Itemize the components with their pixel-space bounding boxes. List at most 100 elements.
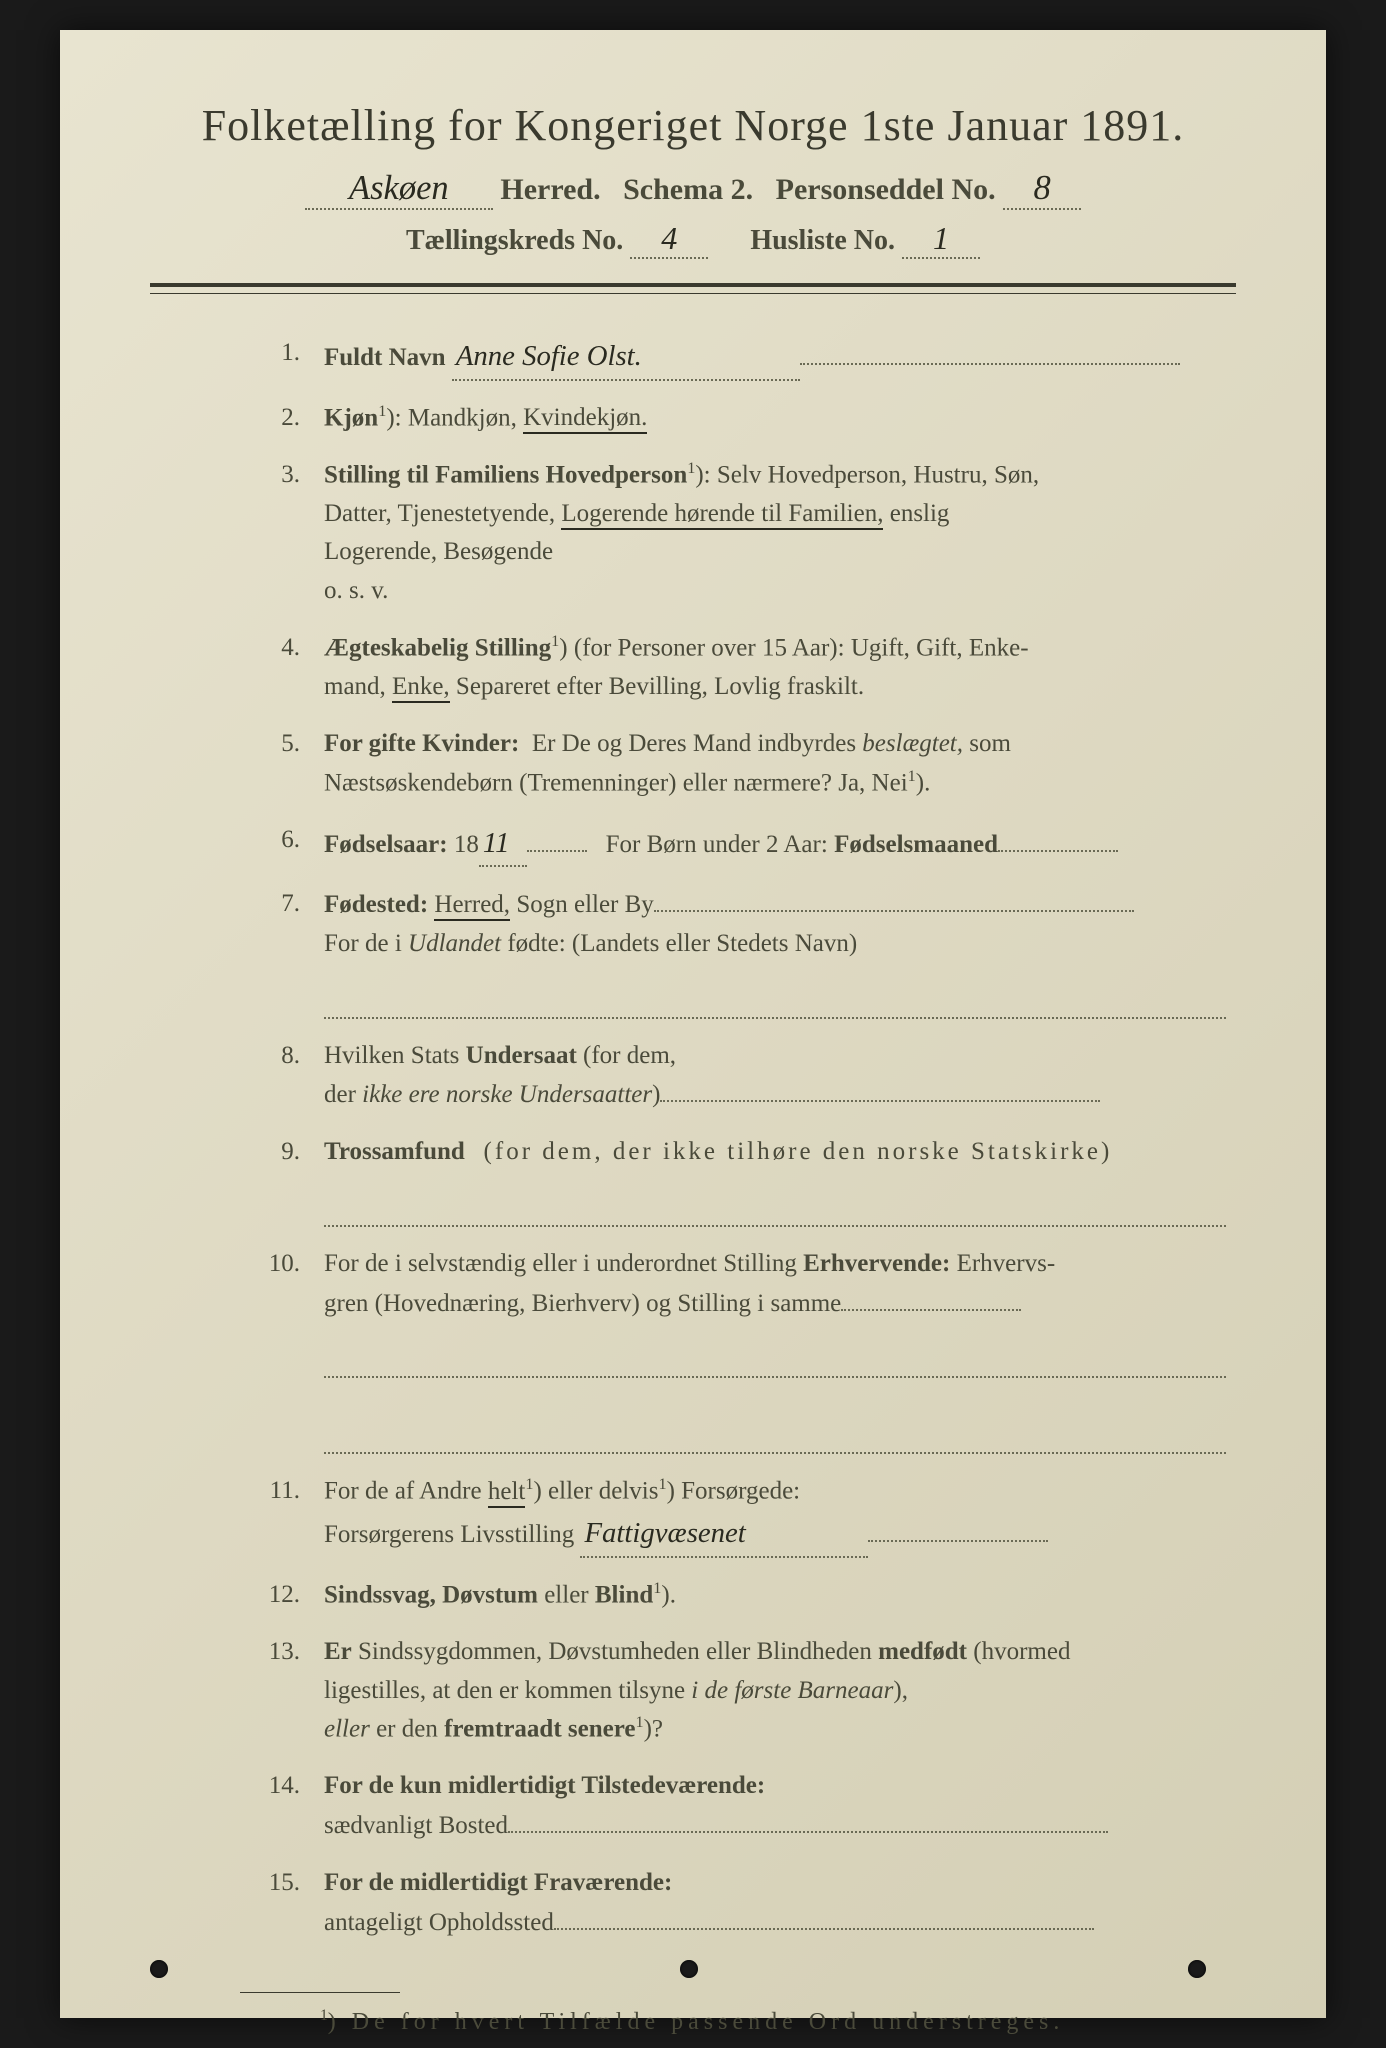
item-8: 8. Hvilken Stats Undersaat (for dem, der… [240, 1037, 1226, 1116]
item-4: 4. Ægteskabelig Stilling1) (for Personer… [240, 629, 1226, 707]
erhverv-2: gren (Hovednæring, Bierhverv) og Stillin… [324, 1290, 841, 1317]
eller: eller [544, 1581, 588, 1608]
item-10: 10. For de i selvstændig eller i underor… [240, 1245, 1226, 1454]
item-number: 10. [240, 1245, 324, 1454]
helt-underlined: helt [488, 1478, 526, 1508]
item-number: 11. [240, 1472, 324, 1558]
stilling-line4: o. s. v. [324, 577, 388, 604]
undersaat-b: Undersaat [466, 1042, 577, 1069]
item-number: 4. [240, 629, 324, 707]
item-number: 7. [240, 885, 324, 1019]
stilling-line3: Logerende, Besøgende [324, 538, 553, 565]
forsorg-2a: Forsørgerens Livsstilling [324, 1521, 574, 1548]
sinds-1d: (hvormed [973, 1638, 1070, 1665]
item-7: 7. Fødested: Herred, Sogn eller By For d… [240, 885, 1226, 1019]
erhverv-1b: Erhvervende: [803, 1250, 950, 1277]
aegteskab-line2c: Separeret efter Bevilling, Lovlig fraski… [456, 673, 864, 700]
sinds-3b: er den [376, 1716, 438, 1743]
census-form-page: Folketælling for Kongeriget Norge 1ste J… [60, 30, 1326, 2018]
schema-label: Schema 2. [623, 173, 753, 206]
item-12: 12. Sindssvag, Døvstum eller Blind1). [240, 1576, 1226, 1615]
gifte-line1c: som [969, 730, 1011, 757]
erhverv-1a: For de i selvstændig eller i underordnet… [324, 1250, 797, 1277]
erhverv-1c: Erhvervs- [957, 1250, 1056, 1277]
beslaegtet: beslægtet, [862, 730, 963, 757]
tilstede-label: For de kun midlertidigt Tilstedeværende: [324, 1772, 765, 1799]
item-number: 2. [240, 399, 324, 438]
stilling-line2a: Datter, Tjenestetyende, [324, 500, 555, 527]
er-label: Er [324, 1638, 352, 1665]
blind-label: Blind [595, 1581, 653, 1608]
personseddel-label: Personseddel No. [776, 173, 996, 206]
forsorg-1a: For de af Andre [324, 1478, 482, 1505]
fodested-rest: Sogn eller By [516, 891, 654, 918]
trossamfund-text: (for dem, der ikke tilhøre den norske St… [484, 1138, 1113, 1165]
fremtraadt: fremtraadt senere [444, 1716, 635, 1743]
personseddel-no: 8 [1003, 169, 1081, 210]
item-11: 11. For de af Andre helt1) eller delvis1… [240, 1472, 1226, 1558]
trossamfund-label: Trossamfund [324, 1138, 465, 1165]
stilling-line1: Selv Hovedperson, Hustru, Søn, [717, 461, 1039, 488]
punch-hole-icon [1188, 1960, 1206, 1978]
item-5: 5. For gifte Kvinder: Er De og Deres Man… [240, 725, 1226, 803]
item-number: 9. [240, 1133, 324, 1227]
gifte-line2: Næstsøskendebørn (Tremenninger) eller næ… [324, 769, 908, 796]
born-label: For Børn under 2 Aar: [606, 831, 828, 858]
opholdssted-label: antageligt Opholdssted [324, 1909, 554, 1936]
gifte-kvinder-label: For gifte Kvinder: [324, 730, 519, 757]
item-number: 13. [240, 1633, 324, 1750]
punch-hole-icon [680, 1960, 698, 1978]
punch-hole-icon [150, 1960, 168, 1978]
udlandet-a: For de i [324, 930, 402, 957]
aegteskab-line1: (for Personer over 15 Aar): Ugift, Gift,… [574, 634, 1029, 661]
sinds-2a: ligestilles, at den er kommen tilsyne [324, 1677, 685, 1704]
kreds-label: Tællingskreds No. [406, 225, 623, 256]
form-title: Folketælling for Kongeriget Norge 1ste J… [150, 100, 1236, 151]
kvindekjon-underlined: Kvindekjøn. [523, 404, 647, 434]
item-1: 1. Fuldt Navn Anne Sofie Olst. [240, 334, 1226, 381]
item-number: 1. [240, 334, 324, 381]
undersaat-c: (for dem, [583, 1042, 676, 1069]
item-number: 14. [240, 1767, 324, 1846]
fodselsaar-label: Fødselsaar: [324, 831, 448, 858]
enke-underlined: Enke, [392, 673, 450, 703]
bosted-label: sædvanligt Bosted [324, 1812, 508, 1839]
husliste-no: 1 [902, 220, 980, 259]
footnote: 1) De for hvert Tilfælde passende Ord un… [150, 2007, 1236, 2036]
item-13: 13. Er Sindssygdommen, Døvstumheden elle… [240, 1633, 1226, 1750]
herred-handwritten: Askøen [305, 169, 493, 210]
item-number: 15. [240, 1864, 324, 1943]
kjon-label: Kjøn [324, 404, 378, 431]
sindssvag-label: Sindssvag, Døvstum [324, 1581, 538, 1608]
stilling-logerende-underlined: Logerende hørende til Familien, [561, 500, 883, 530]
item-9: 9. Trossamfund (for dem, der ikke tilhør… [240, 1133, 1226, 1227]
item-number: 5. [240, 725, 324, 803]
item-number: 6. [240, 821, 324, 868]
husliste-label: Husliste No. [750, 225, 895, 256]
sinds-1b: Sindssygdommen, Døvstumheden eller Blind… [358, 1638, 872, 1665]
forsorg-1d: Forsørgede: [681, 1478, 800, 1505]
item-3: 3. Stilling til Familiens Hovedperson1):… [240, 456, 1226, 611]
item-number: 12. [240, 1576, 324, 1615]
item-number: 8. [240, 1037, 324, 1116]
item-6: 6. Fødselsaar: 1811 For Børn under 2 Aar… [240, 821, 1226, 868]
udlandet-c: fødte: (Landets eller Stedets Navn) [507, 930, 857, 957]
kreds-no: 4 [630, 220, 708, 259]
footnote-rule [240, 1992, 400, 1993]
stilling-label: Stilling til Familiens Hovedperson [324, 461, 687, 488]
item-number: 3. [240, 456, 324, 611]
sinds-3a: eller [324, 1716, 370, 1743]
fodselsmaaned-label: Fødselsmaaned [834, 831, 998, 858]
year-prefix: 18 [454, 831, 479, 858]
forsorg-1c: eller delvis [548, 1478, 658, 1505]
undersaat-2a: der [324, 1081, 356, 1108]
item-14: 14. For de kun midlertidigt Tilstedevære… [240, 1767, 1226, 1846]
header-line-1: Askøen Herred. Schema 2. Personseddel No… [150, 169, 1236, 210]
fuldt-navn-label: Fuldt Navn [324, 344, 446, 371]
udlandet-b: Udlandet [408, 930, 501, 957]
gifte-line1a: Er De og Deres Mand indbyrdes [532, 730, 856, 757]
footnote-text: De for hvert Tilfælde passende Ord under… [352, 2009, 1065, 2035]
fravaer-label: For de midlertidigt Fraværende: [324, 1869, 672, 1896]
aegteskab-label: Ægteskabelig Stilling [324, 634, 551, 661]
fodested-label: Fødested: [324, 891, 428, 918]
